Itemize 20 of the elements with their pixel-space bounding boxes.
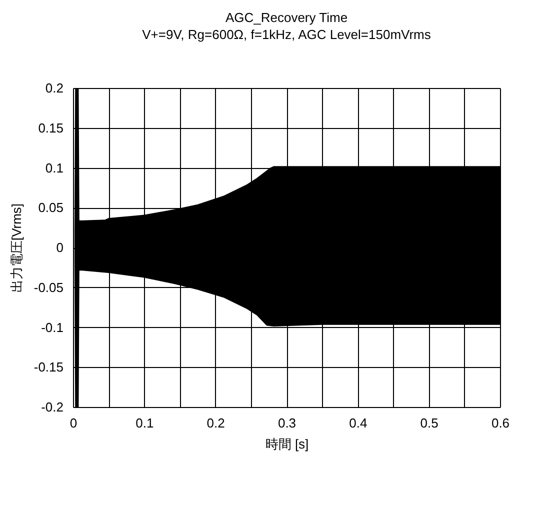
y-tick-label: -0.15 — [34, 360, 64, 375]
chart-title: AGC_Recovery Time — [225, 10, 348, 25]
y-tick-label: 0.05 — [38, 200, 64, 216]
y-tick-label: 0.1 — [45, 160, 64, 176]
y-tick-label: -0.05 — [34, 280, 64, 295]
x-tick-label: 0 — [70, 416, 78, 430]
x-tick-label: 0.6 — [491, 416, 510, 430]
y-tick-label: 0.15 — [38, 120, 64, 136]
y-axis-title: 出力電圧[Vrms] — [8, 203, 24, 293]
x-tick-label: 0.1 — [136, 416, 154, 430]
y-tick-label: -0.2 — [41, 400, 64, 414]
x-tick-label: 0.4 — [349, 416, 368, 430]
y-tick-label: 0.2 — [45, 80, 64, 96]
y-tick-label: 0 — [56, 240, 64, 255]
y-tick-label: -0.1 — [41, 320, 64, 335]
chart-subtitle: V+=9V, Rg=600Ω, f=1kHz, AGC Level=150mVrms — [142, 27, 432, 42]
x-tick-label: 0.2 — [206, 416, 225, 430]
x-axis-title: 時間 [s] — [265, 436, 309, 452]
x-tick-label: 0.5 — [420, 416, 438, 430]
x-tick-label: 0.3 — [278, 416, 296, 430]
